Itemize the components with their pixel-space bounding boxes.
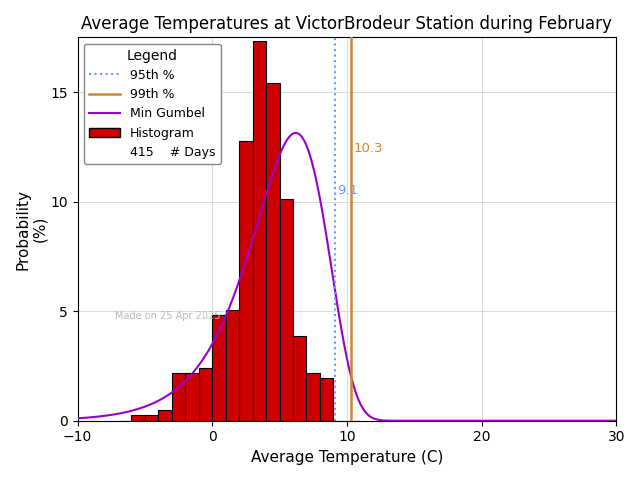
Text: Made on 25 Apr 2025: Made on 25 Apr 2025 — [115, 312, 221, 322]
Title: Average Temperatures at VictorBrodeur Station during February: Average Temperatures at VictorBrodeur St… — [81, 15, 612, 33]
Text: 9.1: 9.1 — [337, 184, 358, 197]
Bar — [293, 336, 307, 421]
Text: 10.3: 10.3 — [354, 143, 383, 156]
Bar — [307, 373, 320, 421]
X-axis label: Average Temperature (C): Average Temperature (C) — [251, 450, 443, 465]
Legend: 95th %, 99th %, Min Gumbel, Histogram, 415    # Days: 95th %, 99th %, Min Gumbel, Histogram, 4… — [84, 44, 221, 164]
Bar — [158, 410, 172, 421]
Bar — [172, 373, 185, 421]
Bar — [253, 41, 266, 421]
Bar — [226, 310, 239, 421]
Bar — [185, 373, 199, 421]
Y-axis label: Probability
(%): Probability (%) — [15, 189, 47, 270]
Bar — [239, 141, 253, 421]
Bar — [199, 368, 212, 421]
Bar — [212, 315, 226, 421]
Bar — [266, 83, 280, 421]
Bar — [145, 416, 158, 421]
Bar — [280, 199, 293, 421]
Bar — [320, 378, 333, 421]
Bar — [131, 416, 145, 421]
